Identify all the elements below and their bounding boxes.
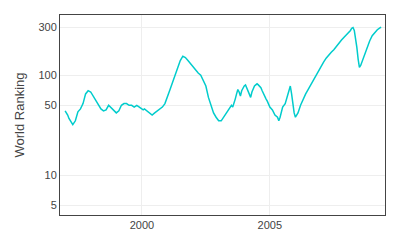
svg-text:2005: 2005 (258, 219, 282, 231)
svg-text:5: 5 (51, 199, 57, 211)
svg-text:100: 100 (38, 69, 56, 81)
svg-text:50: 50 (45, 99, 57, 111)
svg-text:10: 10 (45, 169, 57, 181)
svg-text:300: 300 (38, 21, 56, 33)
svg-text:World Ranking: World Ranking (12, 72, 27, 157)
svg-text:2000: 2000 (130, 219, 154, 231)
